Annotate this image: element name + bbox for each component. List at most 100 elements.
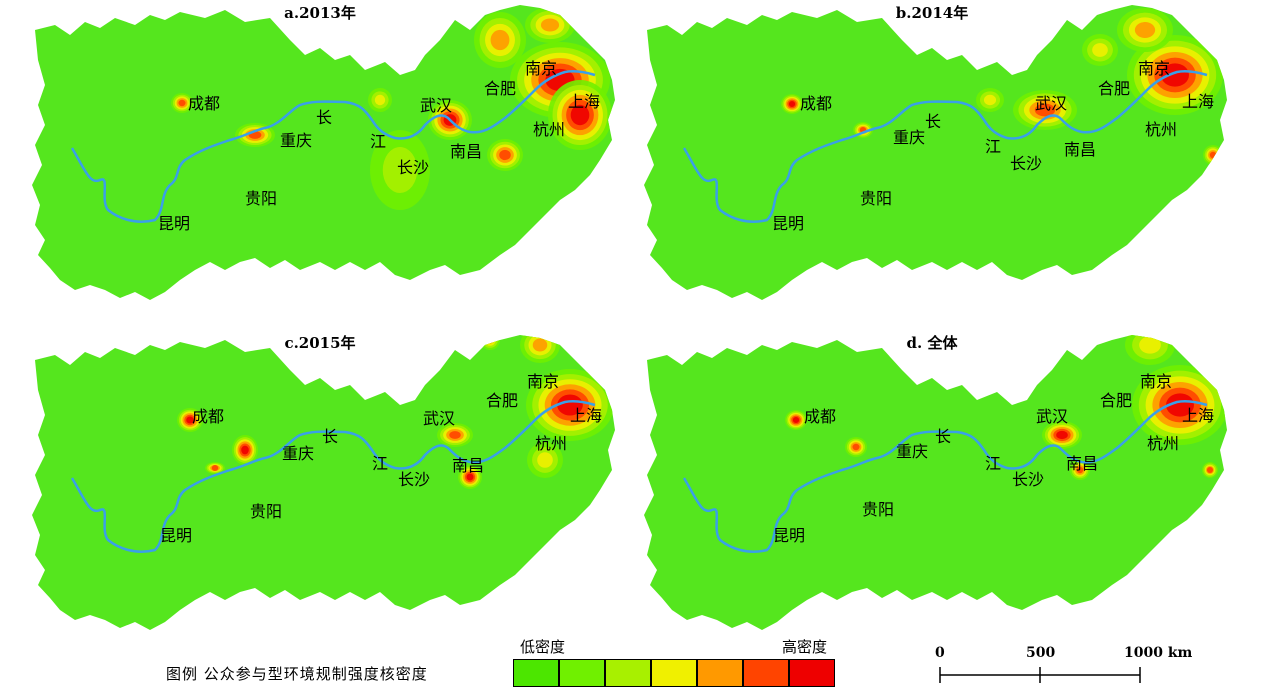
map-panel-b-drawing: [644, 5, 1227, 300]
river-label-chang: 长: [935, 427, 952, 446]
city-label-nanjing: 南京: [527, 372, 560, 391]
city-label-shanghai: 上海: [568, 92, 601, 111]
city-label-wuhan: 武汉: [1036, 407, 1069, 426]
density-hotspot-3-ring-6: [1076, 466, 1084, 474]
region-base: [32, 335, 615, 630]
city-label-guiyang: 贵阳: [250, 502, 283, 521]
density-layer: [177, 335, 614, 489]
density-hotspot-2-ring-7: [1056, 430, 1068, 440]
city-label-nanjing: 南京: [1138, 59, 1171, 78]
density-hotspot-5-ring-7: [241, 445, 249, 455]
density-hotspot-7-ring-6: [1207, 467, 1213, 473]
legend-title: 图例 公众参与型环境规制强度核密度: [166, 665, 428, 683]
region-base: [644, 335, 1227, 630]
city-label-chongqing: 重庆: [280, 131, 313, 150]
density-hotspot-8-ring-4: [983, 94, 997, 106]
density-hotspot-10-ring-4: [374, 94, 386, 106]
legend-low-label: 低密度: [520, 638, 566, 656]
scale-tick-1000: 1000 km: [1124, 645, 1193, 661]
city-label-chengdu: 成都: [804, 407, 837, 426]
city-label-nanchang: 南昌: [1064, 140, 1097, 159]
legend-swatch-6: [743, 659, 789, 687]
city-label-nanchang: 南昌: [1066, 454, 1099, 473]
city-label-chengdu: 成都: [800, 94, 833, 113]
legend-color-ramp: [513, 659, 835, 687]
city-label-chongqing: 重庆: [893, 128, 926, 147]
city-label-wuhan: 武汉: [420, 96, 453, 115]
city-label-changsha: 长沙: [1010, 154, 1043, 173]
legend-swatch-4: [651, 659, 697, 687]
legend-high-label: 高密度: [782, 638, 828, 656]
city-label-chongqing: 重庆: [282, 444, 315, 463]
city-label-hefei: 合肥: [484, 79, 517, 98]
legend-swatch-5: [697, 659, 743, 687]
legend-swatch-7: [789, 659, 835, 687]
river-label-jiang: 江: [985, 137, 1002, 156]
city-label-hangzhou: 杭州: [1147, 434, 1180, 453]
density-hotspot-3-ring-7: [466, 473, 474, 481]
density-hotspot-4-ring-4: [1092, 43, 1108, 57]
river-label-chang: 长: [322, 427, 339, 446]
city-label-guiyang: 贵阳: [245, 189, 278, 208]
legend-swatch-1: [513, 659, 559, 687]
yangtze-river: [70, 69, 596, 223]
density-hotspot-1-ring-7: [1161, 63, 1189, 87]
density-hotspot-4-ring-6: [499, 149, 511, 161]
legend-swatch-2: [559, 659, 605, 687]
river-label-chang: 长: [925, 112, 942, 131]
region-base: [644, 5, 1227, 300]
city-label-nanchang: 南昌: [452, 456, 485, 475]
map-panel-a: a.2013年: [20, 0, 620, 318]
city-label-hangzhou: 杭州: [533, 120, 566, 139]
city-label-chongqing: 重庆: [896, 442, 929, 461]
density-hotspot-6-ring-6: [211, 465, 219, 471]
city-label-shanghai: 上海: [1182, 406, 1215, 425]
city-label-changsha: 长沙: [398, 470, 431, 489]
density-hotspot-9-ring-3: [382, 147, 418, 193]
map-panel-d-drawing: [644, 335, 1227, 630]
density-hotspot-1-ring-7: [557, 394, 583, 416]
density-hotspot-2-ring-6: [449, 431, 461, 439]
city-label-kunming: 昆明: [772, 214, 805, 233]
density-hotspot-2-ring-7: [570, 104, 590, 126]
map-panel-d: d. 全体: [632, 330, 1232, 648]
city-label-guiyang: 贵阳: [860, 189, 893, 208]
city-label-changsha: 长沙: [1012, 470, 1045, 489]
panel-title: d. 全体: [906, 334, 958, 352]
river-label-jiang: 江: [370, 132, 387, 151]
river-label-jiang: 江: [372, 454, 389, 473]
river-label-jiang: 江: [985, 454, 1002, 473]
density-hotspot-5-ring-6: [1209, 151, 1217, 159]
city-label-changsha: 长沙: [397, 158, 430, 177]
city-label-kunming: 昆明: [158, 214, 191, 233]
panel-title: b.2014年: [895, 4, 969, 22]
density-hotspot-8-ring-5: [532, 338, 548, 352]
scale-tick-500: 500: [1026, 645, 1056, 661]
region-base: [32, 5, 615, 300]
scale-bar: [939, 667, 1141, 683]
city-label-chengdu: 成都: [192, 407, 225, 426]
density-hotspot-5-ring-6: [852, 443, 860, 451]
map-panel-b: b.2014年: [632, 0, 1232, 318]
density-hotspot-4-ring-7: [186, 416, 194, 424]
density-hotspot-6-ring-5: [540, 18, 560, 32]
density-hotspot-9-ring-4: [537, 452, 553, 468]
city-label-wuhan: 武汉: [1035, 94, 1068, 113]
map-panel-c-drawing: [32, 335, 615, 630]
density-layer: [171, 7, 612, 210]
density-hotspot-2-ring-6: [1034, 103, 1056, 117]
density-hotspot-6-ring-4: [1139, 336, 1161, 354]
city-label-nanjing: 南京: [1140, 372, 1173, 391]
yangtze-river: [682, 69, 1208, 223]
city-label-hangzhou: 杭州: [535, 434, 568, 453]
city-label-kunming: 昆明: [160, 526, 193, 545]
panel-title: a.2013年: [284, 4, 356, 22]
density-hotspot-1-ring-7: [1166, 393, 1194, 417]
map-panel-a-drawing: [32, 5, 615, 300]
yangtze-river: [682, 399, 1208, 553]
city-label-shanghai: 上海: [570, 406, 603, 425]
density-hotspot-4-ring-7: [792, 417, 800, 423]
city-label-nanchang: 南昌: [450, 142, 483, 161]
density-hotspot-7-ring-7: [788, 101, 796, 107]
